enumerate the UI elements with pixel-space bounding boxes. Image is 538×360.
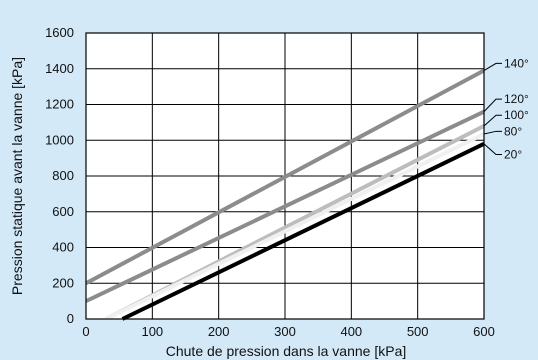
series-label: 120° [504,92,529,106]
series-leader-line [483,130,502,135]
y-tick-label: 1200 [45,97,74,112]
series-label: 100° [504,108,529,122]
y-tick-labels: 0 200 400 600 800 1000 1200 1400 1600 [45,25,74,326]
x-tick-label: 400 [340,324,362,339]
series-label: 20° [504,148,522,162]
y-tick-label: 600 [52,204,74,219]
x-tick-label: 200 [208,324,230,339]
y-tick-label: 800 [52,168,74,183]
x-tick-label: 0 [82,324,89,339]
y-tick-label: 200 [52,275,74,290]
x-tick-label: 600 [473,324,495,339]
series-leader-line [483,62,502,71]
series-leader-line [483,98,502,112]
series-leader-line [483,114,502,127]
y-tick-label: 400 [52,240,74,255]
series-label: 80° [504,124,522,138]
plot-frame [85,32,485,320]
y-tick-label: 0 [67,311,74,326]
x-tick-label: 300 [274,324,296,339]
x-axis-title: Chute de pression dans la vanne [kPa] [166,343,407,359]
series-label-leaders [483,62,502,156]
series-label: 140° [504,56,529,70]
x-tick-labels: 0 100 200 300 400 500 600 [82,324,494,339]
series-labels: 140° 120° 100° 80° 20° [504,56,529,161]
x-tick-label: 100 [141,324,163,339]
series-line-80 [105,132,485,321]
y-tick-label: 1600 [45,25,74,40]
y-tick-label: 1000 [45,132,74,147]
series-lines [85,68,485,321]
y-tick-label: 1400 [45,61,74,76]
series-line-140 [85,68,485,286]
series-line-120 [85,109,485,303]
x-tick-label: 500 [407,324,429,339]
series-leader-line [483,143,502,156]
series-line-20 [121,142,485,321]
y-axis-title: Pression statique avant la vanne [kPa] [9,57,25,295]
